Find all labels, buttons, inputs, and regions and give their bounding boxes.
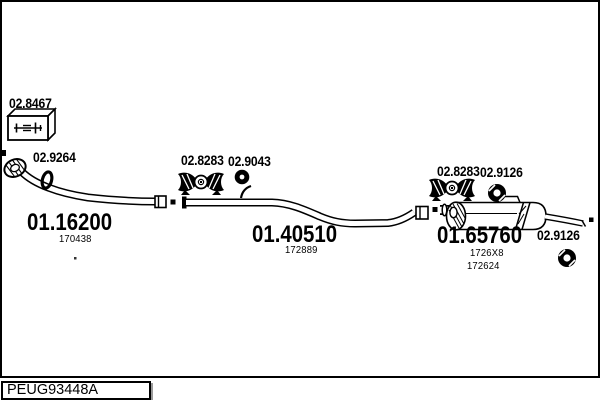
connector-square-rear: [432, 207, 438, 212]
part-number-center-pipe[interactable]: 01.40510: [252, 221, 338, 248]
part-label-box-clamp[interactable]: 02.8467: [9, 96, 52, 111]
front-pipe-drawing: [19, 169, 167, 209]
connector-square-tail: [589, 217, 594, 222]
rubber-mount-icon-mid: [177, 171, 225, 196]
center-pipe-drawing: [182, 184, 429, 228]
part-ref-muffler-b: 172624: [467, 260, 500, 272]
flange-icon: [0, 150, 27, 178]
part-label-tail-clamp[interactable]: 02.9126: [537, 228, 580, 243]
connector-square-front: [170, 199, 176, 205]
catalog-code-plate: PEUG93448A: [1, 381, 151, 400]
speck-mark: [74, 257, 77, 260]
rubber-mount-icon-rear: [428, 177, 476, 202]
part-ref-center-pipe: 172889: [285, 244, 318, 256]
part-label-front-gasket[interactable]: 02.9264: [33, 150, 76, 165]
part-number-front-pipe[interactable]: 01.16200: [27, 209, 113, 236]
pipe-clamp-icon-rear: [487, 183, 507, 203]
diagram-canvas: [0, 107, 594, 268]
part-ref-front-pipe: 170438: [59, 233, 92, 245]
catalog-code: PEUG93448A: [7, 382, 99, 398]
part-number-muffler[interactable]: 01.65760: [437, 222, 523, 249]
part-ref-muffler-a: 1726X8: [470, 247, 504, 259]
part-label-mid-mount[interactable]: 02.8283: [181, 153, 224, 168]
ring-icon-mid: [234, 169, 250, 185]
muffler-drawing: [440, 195, 587, 231]
part-label-rear-mount[interactable]: 02.8283: [437, 164, 480, 179]
part-label-rear-clamp[interactable]: 02.9126: [480, 165, 523, 180]
part-label-mid-ring[interactable]: 02.9043: [228, 154, 271, 169]
gasket-ring-icon: [40, 170, 54, 190]
pipe-clamp-icon-tail: [557, 248, 577, 268]
clamp-in-box-icon: [6, 107, 57, 142]
